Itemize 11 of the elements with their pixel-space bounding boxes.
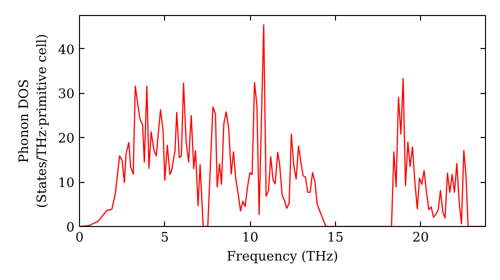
y-tick-label: 0 <box>66 220 75 236</box>
y-tick-label: 20 <box>58 132 75 147</box>
x-tick-label: 5 <box>160 230 169 246</box>
x-axis-title: Frequency (THz) <box>226 250 338 264</box>
y-axis-title: Phonon DOS (States/THz·primitive cell) <box>16 34 50 208</box>
y-tick-label: 40 <box>58 42 75 58</box>
y-tick-label: 10 <box>58 176 75 192</box>
x-tick-label: 15 <box>327 230 344 246</box>
y-tick-label: 30 <box>58 87 75 102</box>
x-tick-label: 10 <box>242 230 258 246</box>
x-tick-label: 20 <box>412 230 429 246</box>
